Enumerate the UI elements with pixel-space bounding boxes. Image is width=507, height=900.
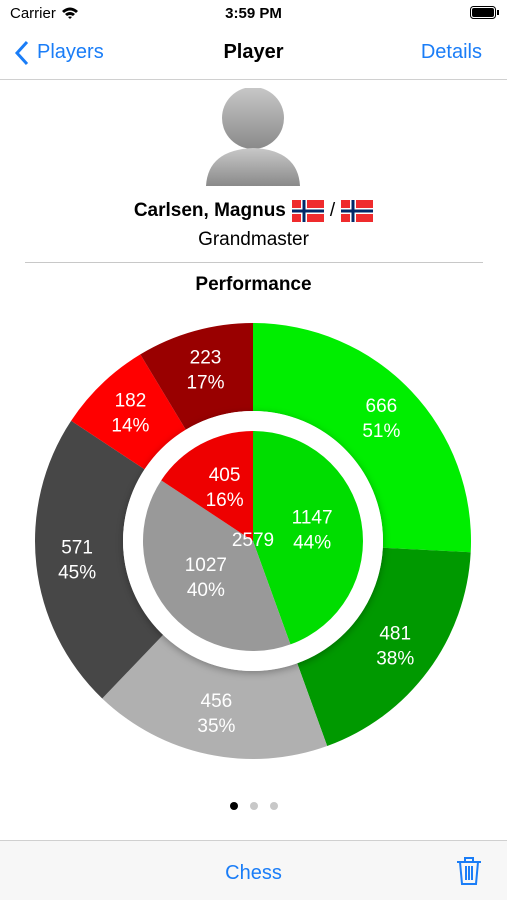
details-button[interactable]: Details bbox=[420, 41, 482, 63]
avatar bbox=[206, 88, 300, 186]
segment-value: 666 bbox=[366, 396, 398, 417]
chart-title: Performance bbox=[195, 274, 312, 295]
outer-segment bbox=[253, 323, 471, 553]
segment-value: 223 bbox=[190, 348, 222, 369]
divider bbox=[25, 262, 483, 263]
flag-separator: / bbox=[329, 200, 336, 221]
segment-percent: 44% bbox=[293, 533, 331, 554]
inner-segment bbox=[253, 431, 363, 645]
segment-percent: 40% bbox=[187, 580, 225, 601]
outer-segment bbox=[140, 323, 253, 430]
outer-segment bbox=[34, 420, 164, 699]
segment-percent: 16% bbox=[206, 490, 244, 511]
total: 2579 bbox=[232, 530, 274, 551]
trash-button[interactable] bbox=[456, 856, 482, 886]
segment-percent: 35% bbox=[197, 716, 235, 737]
battery-icon bbox=[470, 6, 499, 19]
nav-title: Player bbox=[223, 41, 284, 63]
flag bbox=[291, 200, 324, 222]
segment-value: 1147 bbox=[292, 508, 333, 529]
nav-divider bbox=[0, 79, 507, 80]
toolbar bbox=[0, 840, 507, 900]
inner-segment bbox=[161, 431, 253, 541]
back-button[interactable]: Players bbox=[37, 41, 104, 63]
segment-percent: 14% bbox=[111, 415, 149, 436]
chart: 666 51% 481 38% 456 35% 571 45% 182 14% 223 17% 1147… bbox=[34, 323, 471, 759]
segment-percent: 17% bbox=[186, 373, 224, 394]
page-indicator[interactable] bbox=[224, 800, 284, 812]
segment-percent: 38% bbox=[376, 648, 414, 669]
flag bbox=[341, 200, 374, 222]
player-title: Grandmaster bbox=[198, 229, 309, 250]
segment-value: 182 bbox=[115, 390, 147, 411]
back-chevron[interactable] bbox=[14, 40, 30, 66]
segment-percent: 51% bbox=[362, 421, 400, 442]
carrier: Carrier bbox=[10, 5, 56, 22]
segment-value: 405 bbox=[209, 465, 241, 486]
time: 3:59 PM bbox=[225, 5, 282, 22]
segment-percent: 45% bbox=[58, 563, 96, 584]
segment-value: 1027 bbox=[185, 555, 227, 576]
wifi-icon bbox=[62, 7, 78, 19]
segment-value: 456 bbox=[201, 691, 233, 712]
outer-segment bbox=[102, 634, 328, 759]
player-name: Carlsen, Magnus bbox=[133, 200, 286, 221]
toolbar-title[interactable]: Chess bbox=[225, 862, 282, 884]
outer-segment bbox=[297, 547, 471, 746]
segment-value: 571 bbox=[61, 538, 93, 559]
inner-segment bbox=[143, 480, 291, 651]
name-row: Carlsen, Magnus / bbox=[0, 200, 507, 222]
segment-value: 481 bbox=[379, 623, 411, 644]
outer-segment bbox=[71, 354, 186, 470]
